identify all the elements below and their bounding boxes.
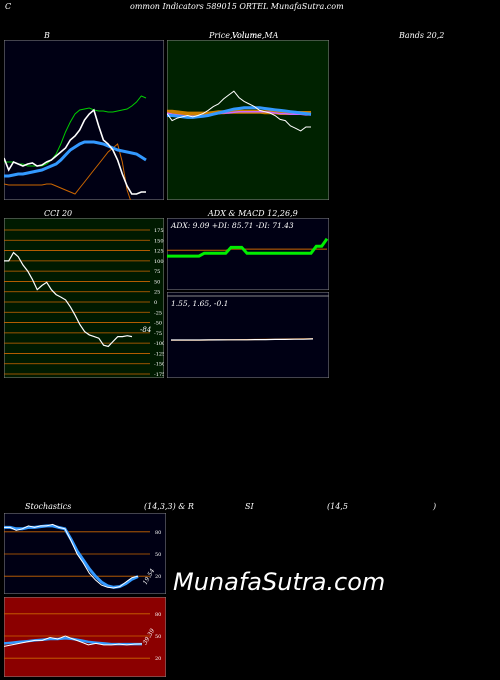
- stoch-params-label: (14,3,3) & R: [144, 502, 194, 511]
- ma-bg: [167, 40, 329, 200]
- bands-label: Bands 20,2: [399, 31, 445, 40]
- price-label: Price,: [209, 31, 233, 40]
- adx-panel: ADX: 9.09 +DI: 85.71 -DI: 71.43: [167, 218, 329, 290]
- cci-tick-label: -100: [154, 341, 164, 347]
- stoch-grid-tick: 50: [155, 552, 161, 558]
- cci-tick-label: 50: [154, 279, 160, 285]
- cci-tick-label: 150: [154, 238, 164, 244]
- stochastics-label: Stochastics: [25, 502, 72, 511]
- cci-tick-label: -150: [154, 362, 164, 368]
- cci-tick-label: -75: [154, 331, 162, 337]
- adx-values-label: ADX: 9.09 +DI: 85.71 -DI: 71.43: [170, 221, 294, 230]
- macd-values-label: 1.55, 1.65, -0.1: [171, 299, 228, 308]
- cci-tick-label: 100: [154, 259, 164, 265]
- cci-tick-label: 175: [154, 228, 164, 234]
- rsi-close-label: ): [433, 502, 437, 511]
- cci-bg: [4, 218, 164, 378]
- stoch-grid-tick: 20: [155, 574, 161, 580]
- page-title: ommon Indicators 589015 ORTEL MunafaSutr…: [130, 2, 344, 11]
- adx-macd-label: ADX & MACD 12,26,9: [208, 209, 298, 218]
- volume-label: Volume,: [232, 31, 265, 40]
- cci-tick-label: 75: [154, 269, 160, 275]
- cci-last-label: -84: [140, 326, 151, 334]
- rsi-grid-tick: 80: [155, 612, 161, 618]
- rsi-params-label: (14,5: [327, 502, 348, 511]
- ma-line-1: [167, 106, 312, 119]
- macd-line: [171, 338, 314, 341]
- rsi-si-label: SI: [245, 502, 254, 511]
- ma-panel: [167, 40, 329, 200]
- bands-panel: [4, 40, 164, 200]
- cci-tick-label: -25: [154, 310, 162, 316]
- macd-bg: [167, 292, 329, 378]
- stoch-grid-tick: 80: [155, 530, 161, 536]
- macd-panel: 1.55, 1.65, -0.1: [167, 292, 329, 378]
- cci-tick-label: 25: [154, 290, 160, 296]
- volume-ma-label: Volume MA: [232, 31, 279, 40]
- bands-label-b: B: [44, 31, 50, 40]
- cci-line: [4, 251, 133, 348]
- rsi-bg: [4, 597, 166, 677]
- stoch-k-line: [4, 523, 139, 589]
- adx-di-minus-line: [167, 248, 327, 251]
- ma-price-line: [167, 90, 311, 132]
- bands-upper-line: [4, 95, 147, 167]
- cci-tick-label: -175: [154, 372, 164, 378]
- bands-middle-line: [4, 140, 147, 178]
- bands-lower-line: [4, 143, 131, 200]
- cci-tick-label: -50: [154, 321, 162, 327]
- cci-tick-label: 125: [154, 249, 164, 255]
- bands-price-line: [4, 108, 146, 195]
- watermark: MunafaSutra.com: [173, 568, 386, 596]
- cci-label: CCI 20: [44, 209, 73, 218]
- adx-di-plus-line: [167, 237, 329, 258]
- rsi-grid-tick: 50: [155, 634, 161, 640]
- cci-tick-label: 0: [154, 300, 157, 306]
- header-left-char: C: [5, 2, 12, 11]
- rsi-line: [4, 635, 143, 647]
- cci-panel: 175 150 125 100 75 50 25 0 -25 -50 -75 -100 -125 -150…: [4, 218, 164, 378]
- rsi-grid-tick: 20: [155, 656, 161, 662]
- cci-tick-label: -125: [154, 351, 164, 357]
